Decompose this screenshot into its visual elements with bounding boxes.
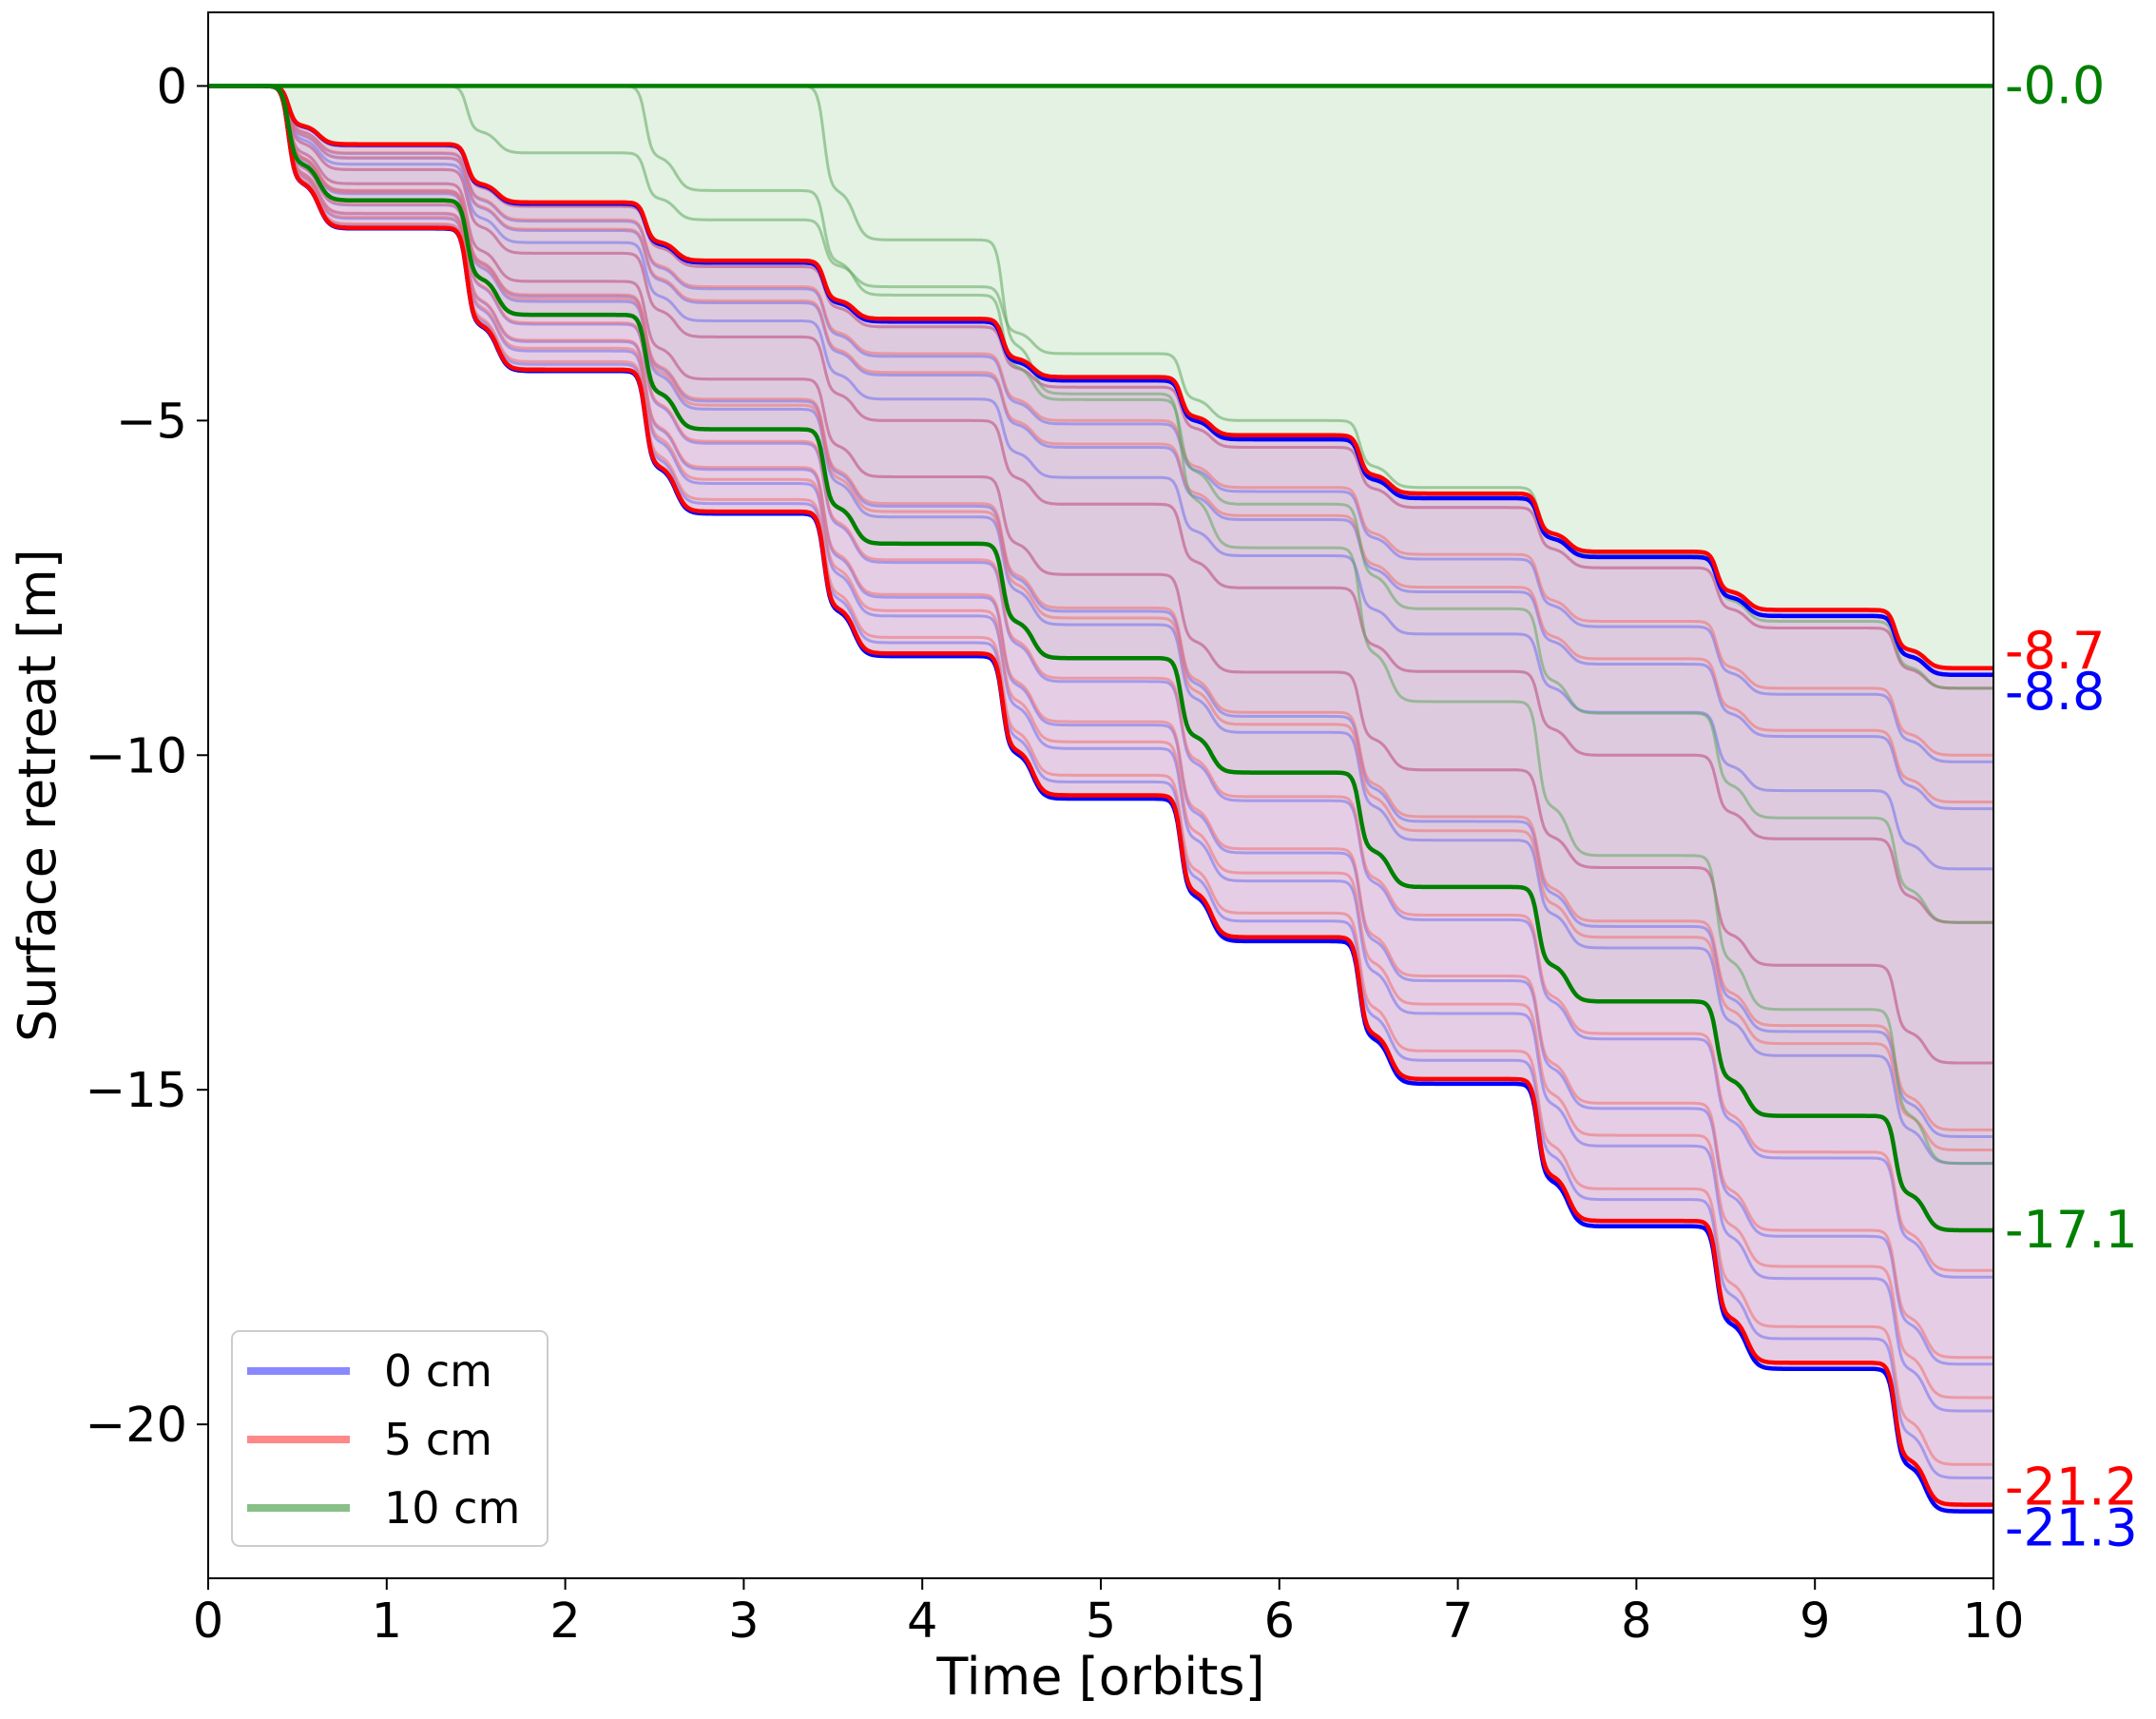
thin-line-5cm-6 <box>208 84 1993 1151</box>
end-value-labels: -0.0 -8.7-8.8 -17.1 -21.2-21.3 <box>2005 55 2138 1557</box>
thin-line-5cm-4 <box>208 84 1993 1065</box>
thin-line-10cm-0 <box>208 84 1993 690</box>
thin-line-5cm-1 <box>208 84 1993 757</box>
x-tick-label: 7 <box>1442 1593 1473 1650</box>
legend-box <box>231 1330 549 1547</box>
legend-label-0cm: 0 cm <box>384 1345 492 1397</box>
envelope-lines <box>208 84 1993 1514</box>
y-axis-title: Surface retreat [m] <box>8 549 67 1042</box>
x-tick-label: 5 <box>1086 1593 1116 1650</box>
legend: 0 cm 5 cm 10 cm <box>231 1330 549 1547</box>
x-tick-label: 3 <box>728 1593 759 1650</box>
thin-line-5cm-10 <box>208 84 1993 1466</box>
x-tick-label: 2 <box>549 1593 580 1650</box>
x-tick-label: 10 <box>1963 1593 2025 1650</box>
legend-label-5cm: 5 cm <box>384 1414 492 1465</box>
x-tick-label: 0 <box>193 1593 223 1650</box>
thin-line-5cm-9 <box>208 84 1993 1400</box>
end-label: -21.2 <box>2005 1458 2138 1517</box>
y-tick-label: −20 <box>85 1398 187 1454</box>
y-tick-label: −5 <box>116 394 187 450</box>
series-5-cm-min <box>208 84 1993 671</box>
thin-line-0cm-10 <box>208 84 1993 1413</box>
series-10-cm-max <box>208 84 1993 1233</box>
x-tick-label: 1 <box>372 1593 402 1650</box>
x-tick-label: 9 <box>1800 1593 1830 1650</box>
thin-line-0cm-7 <box>208 84 1993 1166</box>
thin-line-5cm-3 <box>208 84 1993 924</box>
y-tick-label: −15 <box>85 1063 187 1119</box>
y-tick-label: −10 <box>85 728 187 784</box>
y-axis-ticks: 0 −5 −10 −15 −20 <box>85 59 208 1454</box>
series-5-cm-max <box>208 84 1993 1507</box>
end-label: -17.1 <box>2005 1200 2138 1260</box>
thin-line-5cm-0 <box>208 84 1993 690</box>
end-label: -8.7 <box>2005 621 2105 681</box>
x-tick-label: 8 <box>1621 1593 1651 1650</box>
end-label: -0.0 <box>2005 55 2105 115</box>
thin-series-lines <box>208 84 1993 1479</box>
y-tick-label: 0 <box>157 59 187 115</box>
thin-line-0cm-11 <box>208 84 1993 1479</box>
legend-label-10cm: 10 cm <box>384 1482 520 1534</box>
end-label: -21.3 <box>2005 1498 2138 1558</box>
thin-line-5cm-2 <box>208 84 1993 803</box>
x-axis-ticks: 0 1 2 3 4 5 6 7 8 9 10 <box>193 1578 2025 1650</box>
thin-line-5cm-7 <box>208 84 1993 1272</box>
x-tick-label: 6 <box>1264 1593 1295 1650</box>
end-label: -8.8 <box>2005 662 2105 722</box>
x-tick-label: 4 <box>907 1593 937 1650</box>
thin-line-5cm-5 <box>208 84 1993 1131</box>
thin-line-5cm-8 <box>208 84 1993 1360</box>
x-axis-title: Time [orbits] <box>935 1647 1264 1707</box>
